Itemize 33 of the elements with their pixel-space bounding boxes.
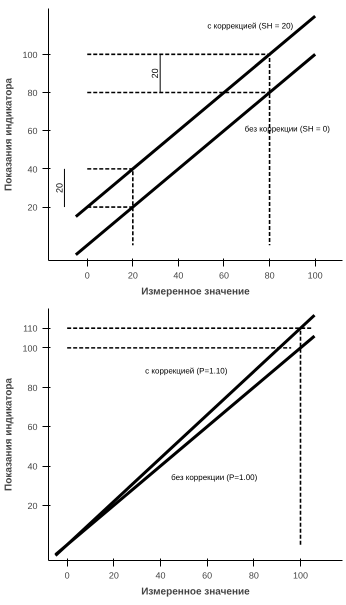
x-tick-label: 60 [218,270,229,280]
y-tick-label: 80 [27,382,38,393]
x-tick-label: 0 [84,270,90,280]
annotation: 20 [150,68,160,78]
y-tick-label: 20 [27,202,38,213]
x-axis-title: Измеренное значение [141,286,250,298]
x-tick-label: 100 [292,570,308,580]
y-tick-label: 100 [22,50,38,60]
x-tick-label: 100 [308,270,323,280]
x-tick-label: 40 [173,270,184,280]
x-axis-title: Измеренное значение [141,586,250,598]
y-tick-label: 60 [27,126,38,136]
x-tick-label: 20 [108,570,119,580]
y-tick-label: 20 [27,500,38,511]
y-axis-title: Показания индикатора [3,378,14,491]
y-tick-label: 100 [22,343,38,354]
y-axis-title: Показания индикатора [3,78,14,191]
y-tick-label: 60 [27,422,38,432]
x-tick-label: 20 [128,270,138,280]
series-label: без коррекции (P=1.00) [171,473,258,482]
x-tick-label: 40 [155,570,166,580]
series-label: с коррекцией (SH = 20) [207,22,294,31]
x-tick-label: 0 [64,570,70,580]
x-tick-label: 80 [264,270,275,280]
y-tick-label: 40 [27,462,38,472]
series-label: с коррекцией (P=1.10) [145,366,228,376]
y-tick-label: 80 [27,88,38,98]
series-label: без коррекции (SH = 0) [244,124,330,134]
annotation: 20 [54,182,64,193]
y-tick-label: 110 [23,324,38,334]
x-tick-label: 60 [202,570,212,580]
y-tick-label: 40 [27,164,38,174]
x-tick-label: 80 [248,570,259,580]
